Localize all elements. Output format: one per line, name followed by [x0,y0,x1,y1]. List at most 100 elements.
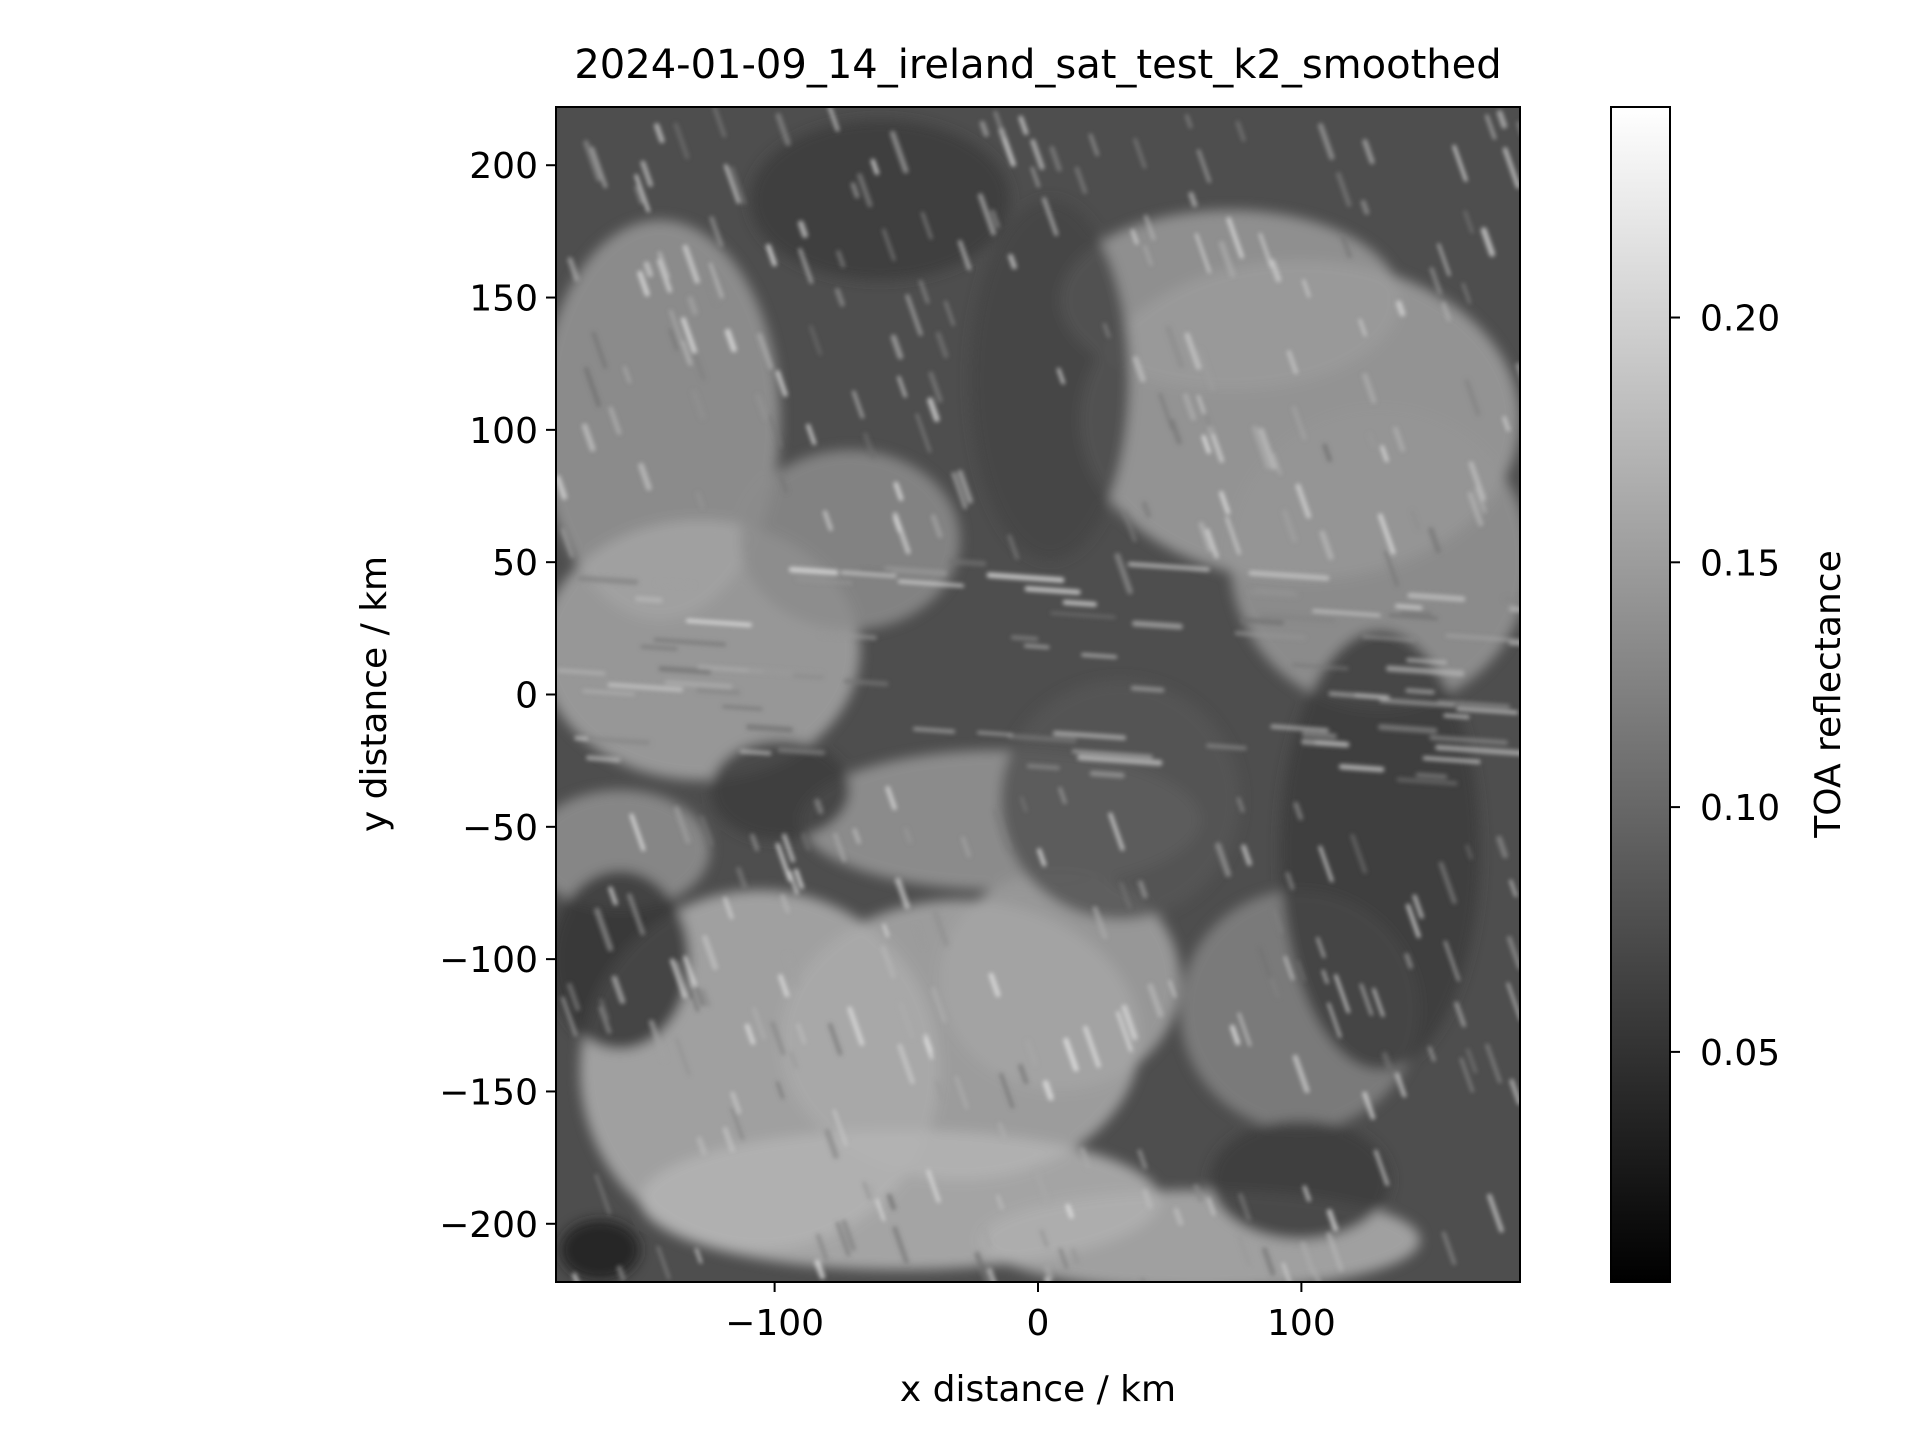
cloud-streak [1238,1192,1251,1221]
cloud-streak [834,287,845,307]
cloud-streak [1396,777,1458,786]
cloud-streak [634,185,643,205]
cloud-streak [1386,665,1465,677]
cloud-streak [1081,653,1118,659]
cloud-streak [798,248,814,284]
cloud-streak [1158,392,1174,431]
cloud-streak [1496,835,1509,859]
cloud-streak [880,945,896,979]
cloud-streak [566,982,581,1012]
cloud-streak [827,1022,843,1056]
cloud-streak [920,211,933,240]
cloud-region [940,870,1180,1090]
cloud-streak [824,1128,839,1160]
cloud-streak [1237,1012,1252,1047]
cloud-streak [993,110,1006,139]
cloud-streak [957,239,972,271]
cloud-streak [637,270,650,297]
cloud-streak [691,389,706,420]
cloud-streak [1427,1046,1436,1062]
cloud-streak [1271,452,1282,475]
cloud-texture [556,120,1520,1282]
cloud-streak [1229,1024,1241,1046]
cloud-streak [640,160,653,188]
cloud-streak [586,755,621,763]
cloud-streak [1258,427,1277,470]
cloud-streak [724,328,737,353]
cloud-streak [788,870,799,895]
cloud-streak [809,325,823,356]
cloud-streak [687,296,698,316]
cloud-streak [935,1080,945,1100]
cloud-streak [1406,657,1447,665]
cloud-streak [1165,325,1185,369]
cloud-streak [638,462,652,491]
cloud-streak [833,832,847,862]
y-tick-label: 150 [469,279,538,320]
cloud-streak [1202,408,1214,435]
cloud-streak [892,1226,910,1265]
cloud-streak [1456,706,1519,715]
cloud-streak [701,988,711,1008]
cloud-streak [1441,1231,1457,1266]
cloud-streak [1465,844,1473,860]
cloud-streak [862,1181,872,1201]
cloud-streak [1062,599,1098,607]
cloud-streak [1115,1011,1133,1052]
cloud-streak [1281,509,1298,543]
cloud-streak [1070,1248,1080,1265]
cloud-streak [1108,812,1125,851]
cloud-streak [557,668,606,676]
cloud-streak [930,514,943,539]
cloud-streak [995,1194,1004,1210]
cloud-streak [1395,604,1423,610]
cloud-streak [898,1001,916,1040]
cloud-streak [782,833,796,863]
cloud-streak [1485,1043,1502,1084]
cloud-streak [1428,527,1442,554]
cloud-region [1280,630,1480,1070]
y-axis-ticks: 200 150 100 50 0 −50 −100 −150 −200 [439,146,556,1246]
y-tick-label: 50 [492,543,538,584]
cloud-streak [850,182,860,199]
cloud-streak [1225,516,1242,555]
cloud-streak [1437,699,1511,709]
cloud-streak [748,667,823,678]
cloud-streak [775,112,791,146]
cloud-region [750,120,1010,280]
cloud-streak [1327,1002,1342,1038]
cloud-streak [1196,394,1206,415]
y-tick-label: −100 [439,940,538,981]
cloud-streak [1237,1234,1251,1267]
cloud-streak [1056,367,1066,385]
cloud-streak [988,972,1001,998]
cloud-streak [832,1109,848,1147]
chart-title: 2024-01-09_14_ireland_sat_test_k2_smooth… [574,42,1501,88]
cloud-streak [943,300,955,326]
cloud-streak [640,644,678,651]
cloud-streak [1259,612,1336,624]
cloud-streak [1322,443,1333,463]
cloud-streak [1362,1091,1376,1120]
cloud-streak [1235,120,1246,142]
cloud-streak [979,120,989,137]
cloud-streak [1142,1189,1153,1209]
cloud-streak [616,1265,626,1281]
cloud-streak [1019,796,1028,813]
cloud-streak [1474,486,1487,514]
cloud-streak [858,568,894,577]
cloud-streak [1261,1246,1276,1277]
cloud-streak [1198,521,1213,552]
cloud-streak [708,262,724,299]
cloud-streak [1509,1078,1520,1106]
cloud-streak [556,475,568,500]
cloud-streak [1466,1048,1478,1074]
cloud-streak [1336,171,1352,207]
cloud-streak [1132,356,1146,383]
cloud-streak [1017,1063,1029,1085]
y-tick-label: 100 [469,411,538,452]
cloud-streak [1506,935,1520,970]
cloud-streak [1219,490,1231,515]
cloud-streak [928,371,943,403]
